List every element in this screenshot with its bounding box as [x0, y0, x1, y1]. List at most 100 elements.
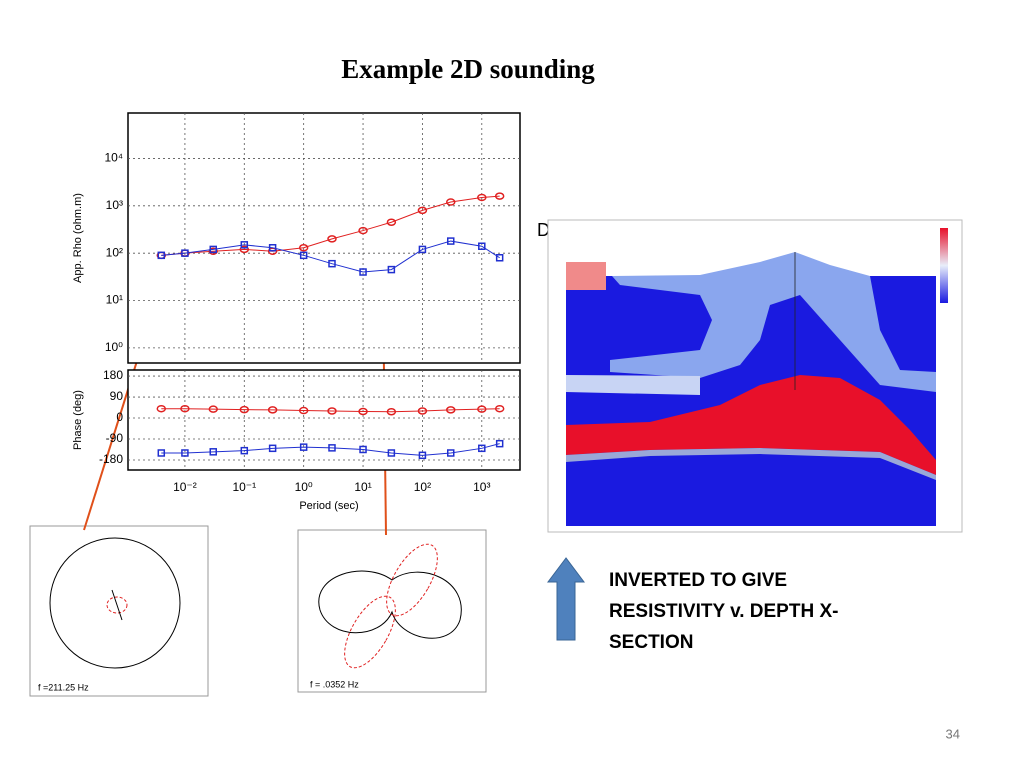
x-tick-label: 10⁻²: [173, 480, 197, 494]
y-tick-label: 90: [110, 389, 124, 403]
marker: [240, 241, 249, 249]
marker: [327, 407, 337, 415]
marker: [494, 192, 505, 200]
marker: [240, 446, 249, 455]
plot-area: [127, 112, 521, 364]
polar-curve: [318, 570, 462, 639]
marker: [445, 406, 456, 414]
series-line: [161, 240, 500, 273]
x-tick-label: 10²: [414, 480, 431, 494]
marker: [359, 445, 367, 454]
y-tick-label: 0: [116, 410, 123, 424]
marker: [387, 265, 396, 274]
y-tick-label: 10¹: [106, 293, 123, 307]
polar-plot: f = .0352 Hz: [297, 529, 487, 693]
marker: [209, 448, 217, 456]
marker: [495, 439, 504, 448]
polar-label: f =211.25 Hz: [38, 682, 89, 692]
marker: [299, 443, 308, 451]
y-tick-label: -180: [99, 452, 123, 466]
hidden-label: D: [537, 220, 550, 240]
marker: [209, 245, 217, 254]
marker: [478, 242, 486, 250]
note-line: INVERTED TO GIVE: [609, 570, 787, 591]
marker: [494, 404, 505, 413]
marker: [299, 251, 308, 260]
marker: [157, 449, 166, 457]
marker: [208, 405, 218, 413]
marker: [386, 407, 397, 416]
cross-section: D: [537, 219, 963, 533]
y-tick-label: 180: [103, 368, 123, 382]
marker: [386, 218, 397, 226]
polar-label: f = .0352 Hz: [310, 679, 359, 689]
marker: [268, 244, 277, 252]
marker: [239, 245, 250, 254]
note-line: SECTION: [609, 632, 693, 653]
section-light-region: [610, 252, 936, 392]
series-line: [161, 408, 500, 413]
polar-curve: [49, 537, 181, 669]
y-tick-label: 10⁰: [105, 340, 123, 354]
series-line: [161, 443, 500, 456]
marker: [477, 193, 487, 202]
y-tick-label: 10⁴: [104, 151, 123, 165]
marker: [180, 404, 190, 413]
note-line: RESISTIVITY v. DEPTH X-: [609, 601, 838, 622]
y-axis-label: App. Rho (ohm.m): [72, 193, 84, 283]
polar-dashed: [386, 543, 438, 617]
marker: [359, 268, 367, 276]
section-light-band: [566, 375, 700, 395]
marker: [387, 449, 396, 457]
up-arrow: [547, 557, 585, 641]
polar-dashed: [106, 596, 128, 614]
marker: [328, 259, 336, 268]
y-tick-label: 10³: [106, 198, 123, 212]
marker: [417, 407, 428, 415]
x-tick-label: 10⁰: [295, 480, 313, 494]
marker: [418, 451, 427, 460]
marker: [478, 444, 486, 453]
x-tick-label: 10³: [473, 480, 490, 494]
chart: 10⁰ 10¹ 10² 10³ 10⁴ App. Rho (ohm.m): [72, 112, 521, 364]
marker: [327, 235, 337, 243]
section-red-patch: [566, 262, 606, 290]
marker: [417, 206, 428, 215]
marker: [446, 449, 455, 457]
marker: [446, 237, 455, 245]
marker: [181, 249, 189, 257]
plot-area: [127, 369, 521, 471]
marker: [239, 405, 250, 414]
marker: [298, 244, 309, 252]
page-number: 34: [946, 726, 960, 741]
marker: [156, 404, 167, 413]
marker: [477, 405, 487, 413]
polar-dashed: [344, 595, 396, 669]
marker: [208, 247, 218, 255]
marker: [268, 444, 277, 453]
slide-title: Example 2D sounding: [341, 54, 595, 84]
marker: [328, 444, 336, 452]
chart: 180 90 0 -90 -180 10⁻² 10⁻¹ 10⁰ 10¹ 10² 10³ Phase (…: [72, 368, 521, 512]
polar-axis: [111, 589, 123, 621]
x-axis-label: Period (sec): [299, 500, 358, 512]
marker: [358, 407, 368, 416]
marker: [157, 251, 166, 260]
y-axis-label: Phase (deg): [72, 390, 84, 450]
series-line: [161, 195, 500, 256]
marker: [418, 245, 427, 254]
marker: [495, 254, 504, 262]
polar-plot: f =211.25 Hz: [29, 525, 209, 697]
x-tick-label: 10⁻¹: [232, 480, 256, 494]
x-tick-label: 10¹: [354, 480, 371, 494]
marker: [267, 406, 278, 414]
section-sky: [566, 250, 936, 276]
section-red-layer: [566, 375, 936, 475]
marker: [358, 226, 368, 235]
y-tick-label: -90: [106, 431, 124, 445]
marker: [181, 449, 189, 457]
marker: [445, 198, 456, 206]
y-tick-label: 10²: [106, 245, 123, 259]
